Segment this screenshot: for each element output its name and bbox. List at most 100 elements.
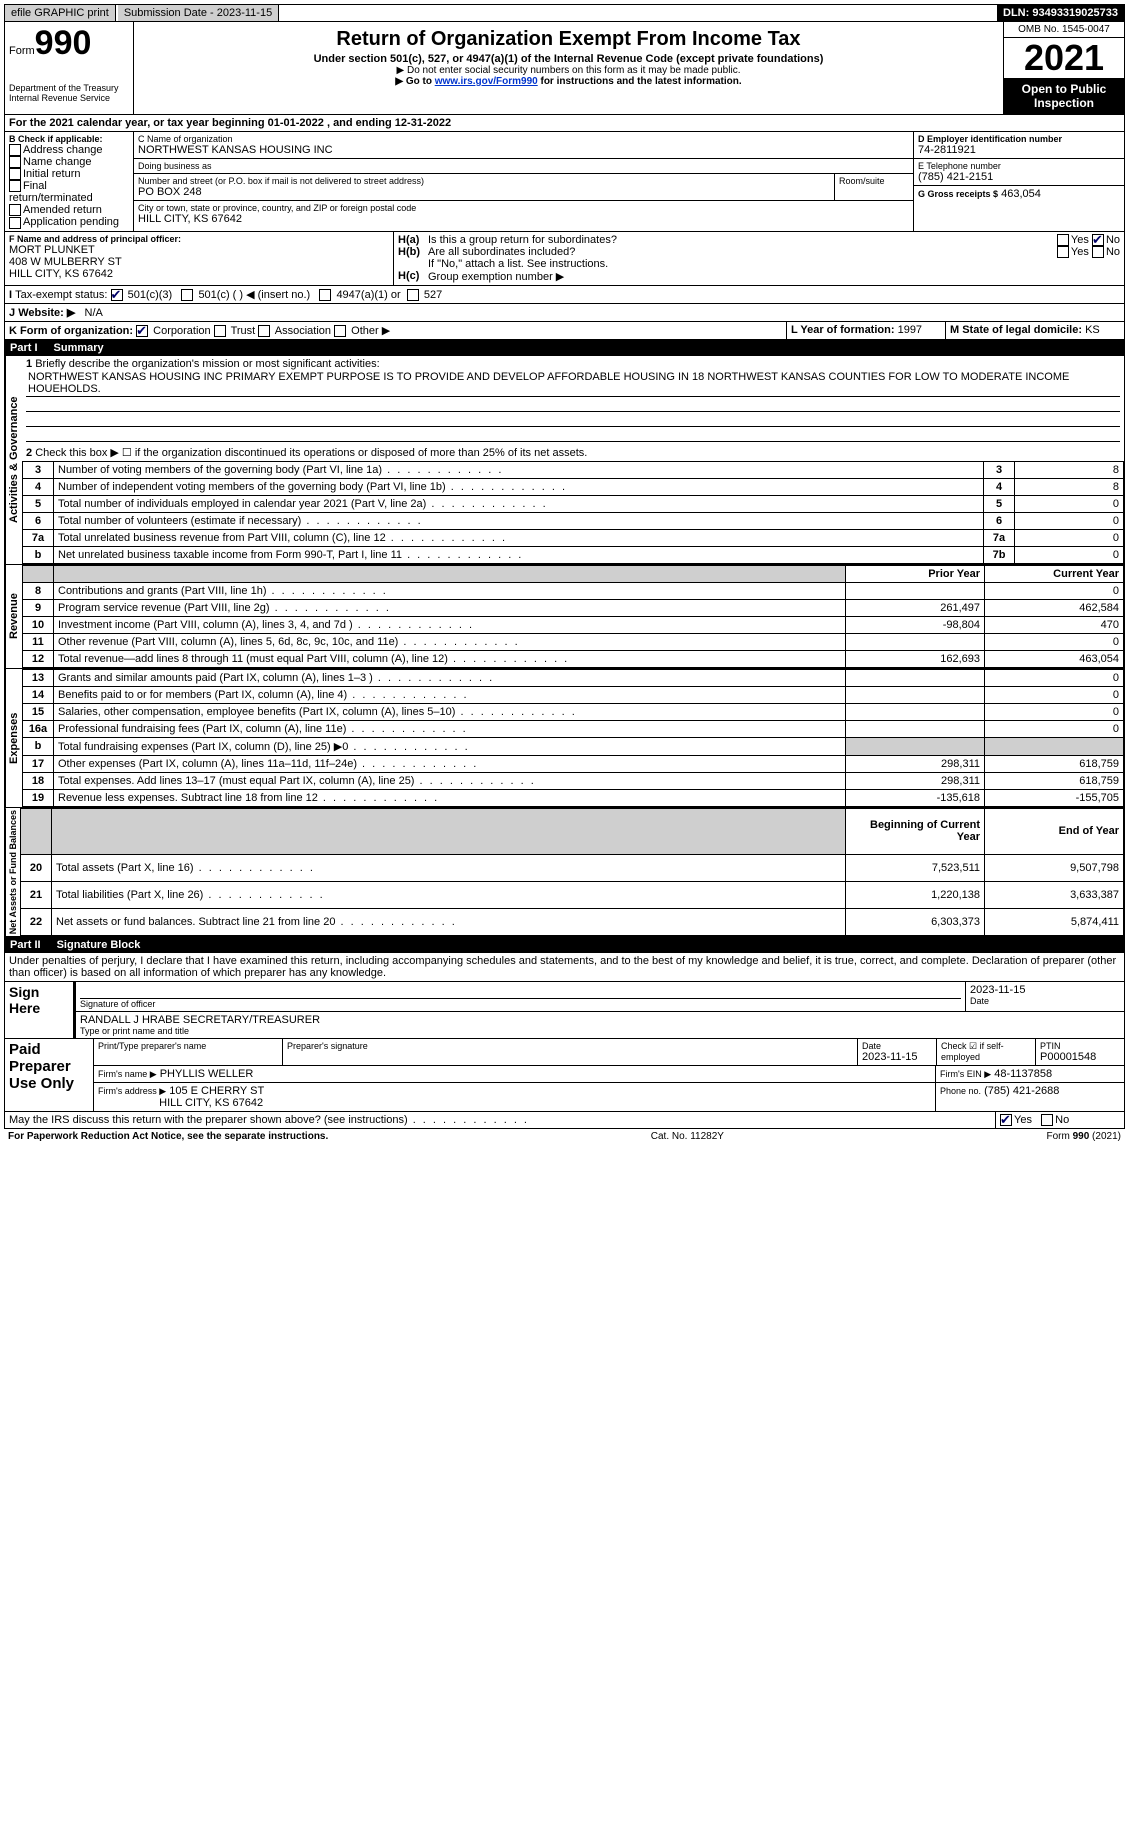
opt-final-return: Final return/terminated xyxy=(9,180,93,204)
table-row: 9Program service revenue (Part VIII, lin… xyxy=(23,599,1124,616)
opt-527: 527 xyxy=(424,289,442,301)
firm-phone: (785) 421-2688 xyxy=(984,1085,1059,1097)
table-row: 16aProfessional fundraising fees (Part I… xyxy=(23,720,1124,737)
officer-signature-line[interactable] xyxy=(80,984,961,999)
website-label: Website: ▶ xyxy=(18,307,75,319)
phone-label: E Telephone number xyxy=(918,161,1120,171)
table-row: 21Total liabilities (Part X, line 26)1,2… xyxy=(21,882,1124,909)
chk-amended[interactable] xyxy=(9,204,21,216)
org-name-label: C Name of organization xyxy=(138,134,909,144)
netassets-table: Beginning of Current YearEnd of Year20To… xyxy=(20,808,1124,936)
mission-blank-2 xyxy=(26,412,1120,427)
officer-name: MORT PLUNKET xyxy=(9,244,389,256)
table-row: 17Other expenses (Part IX, column (A), l… xyxy=(23,755,1124,772)
note-no-ssn: Do not enter social security numbers on … xyxy=(138,65,999,76)
opt-4947: 4947(a)(1) or xyxy=(336,289,400,301)
form-header: Form990 Department of the Treasury Inter… xyxy=(4,22,1125,115)
chk-other[interactable] xyxy=(334,325,346,337)
firm-phone-label: Phone no. xyxy=(940,1086,981,1096)
prep-date: 2023-11-15 xyxy=(862,1051,932,1063)
firm-addr-label: Firm's address ▶ xyxy=(98,1086,166,1096)
paid-preparer-label: Paid Preparer Use Only xyxy=(5,1039,94,1111)
table-row: 20Total assets (Part X, line 16)7,523,51… xyxy=(21,855,1124,882)
chk-discuss-yes[interactable] xyxy=(1000,1114,1012,1126)
dept-label: Department of the Treasury Internal Reve… xyxy=(9,83,129,103)
klm-row: K Form of organization: Corporation Trus… xyxy=(4,322,1125,340)
chk-discuss-no[interactable] xyxy=(1041,1114,1053,1126)
chk-501c[interactable] xyxy=(181,289,193,301)
omb-no: OMB No. 1545-0047 xyxy=(1004,22,1124,38)
chk-4947[interactable] xyxy=(319,289,331,301)
opt-name-change: Name change xyxy=(23,156,92,168)
officer-signature-label: Signature of officer xyxy=(80,999,961,1009)
efile-btn[interactable]: efile GRAPHIC print xyxy=(5,5,116,21)
no-label-2: No xyxy=(1106,246,1120,258)
org-name: NORTHWEST KANSAS HOUSING INC xyxy=(138,144,909,156)
mission-blank-3 xyxy=(26,427,1120,442)
section-b-label: B Check if applicable: xyxy=(9,134,129,144)
table-row: 15Salaries, other compensation, employee… xyxy=(23,703,1124,720)
top-bar: efile GRAPHIC print Submission Date - 20… xyxy=(4,4,1125,22)
website-row: J Website: ▶ N/A xyxy=(4,304,1125,322)
table-row: bTotal fundraising expenses (Part IX, co… xyxy=(23,737,1124,755)
line-a-lbl: For the 2021 calendar year, or tax year … xyxy=(9,117,268,129)
website: N/A xyxy=(85,307,103,319)
expenses-table: 13Grants and similar amounts paid (Part … xyxy=(22,669,1124,807)
irs-link[interactable]: www.irs.gov/Form990 xyxy=(435,76,538,87)
opt-address-change: Address change xyxy=(23,144,103,156)
officer-printed-name: RANDALL J HRABE SECRETARY/TREASURER xyxy=(80,1014,1120,1026)
no-label: No xyxy=(1106,234,1120,246)
discuss-label: May the IRS discuss this return with the… xyxy=(9,1114,408,1126)
chk-hb-no[interactable] xyxy=(1092,246,1104,258)
opt-amended: Amended return xyxy=(23,204,102,216)
note-goto: Go to www.irs.gov/Form990 for instructio… xyxy=(138,76,999,87)
chk-final-return[interactable] xyxy=(9,180,21,192)
form-label: Form xyxy=(9,45,35,57)
chk-address-change[interactable] xyxy=(9,144,21,156)
side-revenue: Revenue xyxy=(5,565,22,668)
chk-trust[interactable] xyxy=(214,325,226,337)
section-b: B Check if applicable: Address change Na… xyxy=(5,132,134,231)
entity-block: B Check if applicable: Address change Na… xyxy=(4,132,1125,232)
firm-ein: 48-1137858 xyxy=(994,1068,1052,1080)
officer-street: 408 W MULBERRY ST xyxy=(9,256,389,268)
opt-501c3: 501(c)(3) xyxy=(128,289,173,301)
year-formation: 1997 xyxy=(898,324,922,336)
chk-ha-no[interactable] xyxy=(1092,234,1104,246)
chk-name-change[interactable] xyxy=(9,156,21,168)
opt-initial-return: Initial return xyxy=(23,168,80,180)
chk-app-pending[interactable] xyxy=(9,217,21,229)
dln: DLN: 93493319025733 xyxy=(997,5,1124,21)
section-k-label: K Form of organization: xyxy=(9,325,133,337)
officer-city: HILL CITY, KS 67642 xyxy=(9,268,389,280)
table-row: 18Total expenses. Add lines 13–17 (must … xyxy=(23,772,1124,789)
chk-hb-yes[interactable] xyxy=(1057,246,1069,258)
chk-corp[interactable] xyxy=(136,325,148,337)
firm-name-label: Firm's name ▶ xyxy=(98,1069,157,1079)
line-a: For the 2021 calendar year, or tax year … xyxy=(4,115,1125,132)
chk-assoc[interactable] xyxy=(258,325,270,337)
side-activities: Activities & Governance xyxy=(5,356,22,564)
opt-assoc: Association xyxy=(275,325,331,337)
table-row: 8Contributions and grants (Part VIII, li… xyxy=(23,582,1124,599)
city: HILL CITY, KS 67642 xyxy=(138,213,909,225)
yes-label: Yes xyxy=(1071,234,1089,246)
part-2-title: Signature Block xyxy=(57,939,141,951)
h-c-label: Group exemption number ▶ xyxy=(428,270,564,283)
h-b-label: Are all subordinates included? xyxy=(428,246,1057,258)
firm-addr1: 105 E CHERRY ST xyxy=(169,1085,264,1097)
chk-initial-return[interactable] xyxy=(9,168,21,180)
prep-date-label: Date xyxy=(862,1041,932,1051)
chk-501c3[interactable] xyxy=(111,289,123,301)
section-m-label: M State of legal domicile: xyxy=(950,324,1082,336)
part-1-header: Part I Summary xyxy=(4,340,1125,356)
mission-label: Briefly describe the organization's miss… xyxy=(35,358,379,370)
form-number: 990 xyxy=(35,24,92,62)
table-row: 3Number of voting members of the governi… xyxy=(23,461,1124,478)
chk-ha-yes[interactable] xyxy=(1057,234,1069,246)
chk-527[interactable] xyxy=(407,289,419,301)
part-1-no: Part I xyxy=(10,342,38,354)
tax-year-end: 12-31-2022 xyxy=(395,117,451,129)
officer-block: F Name and address of principal officer:… xyxy=(4,232,1125,286)
firm-addr2: HILL CITY, KS 67642 xyxy=(159,1097,263,1109)
